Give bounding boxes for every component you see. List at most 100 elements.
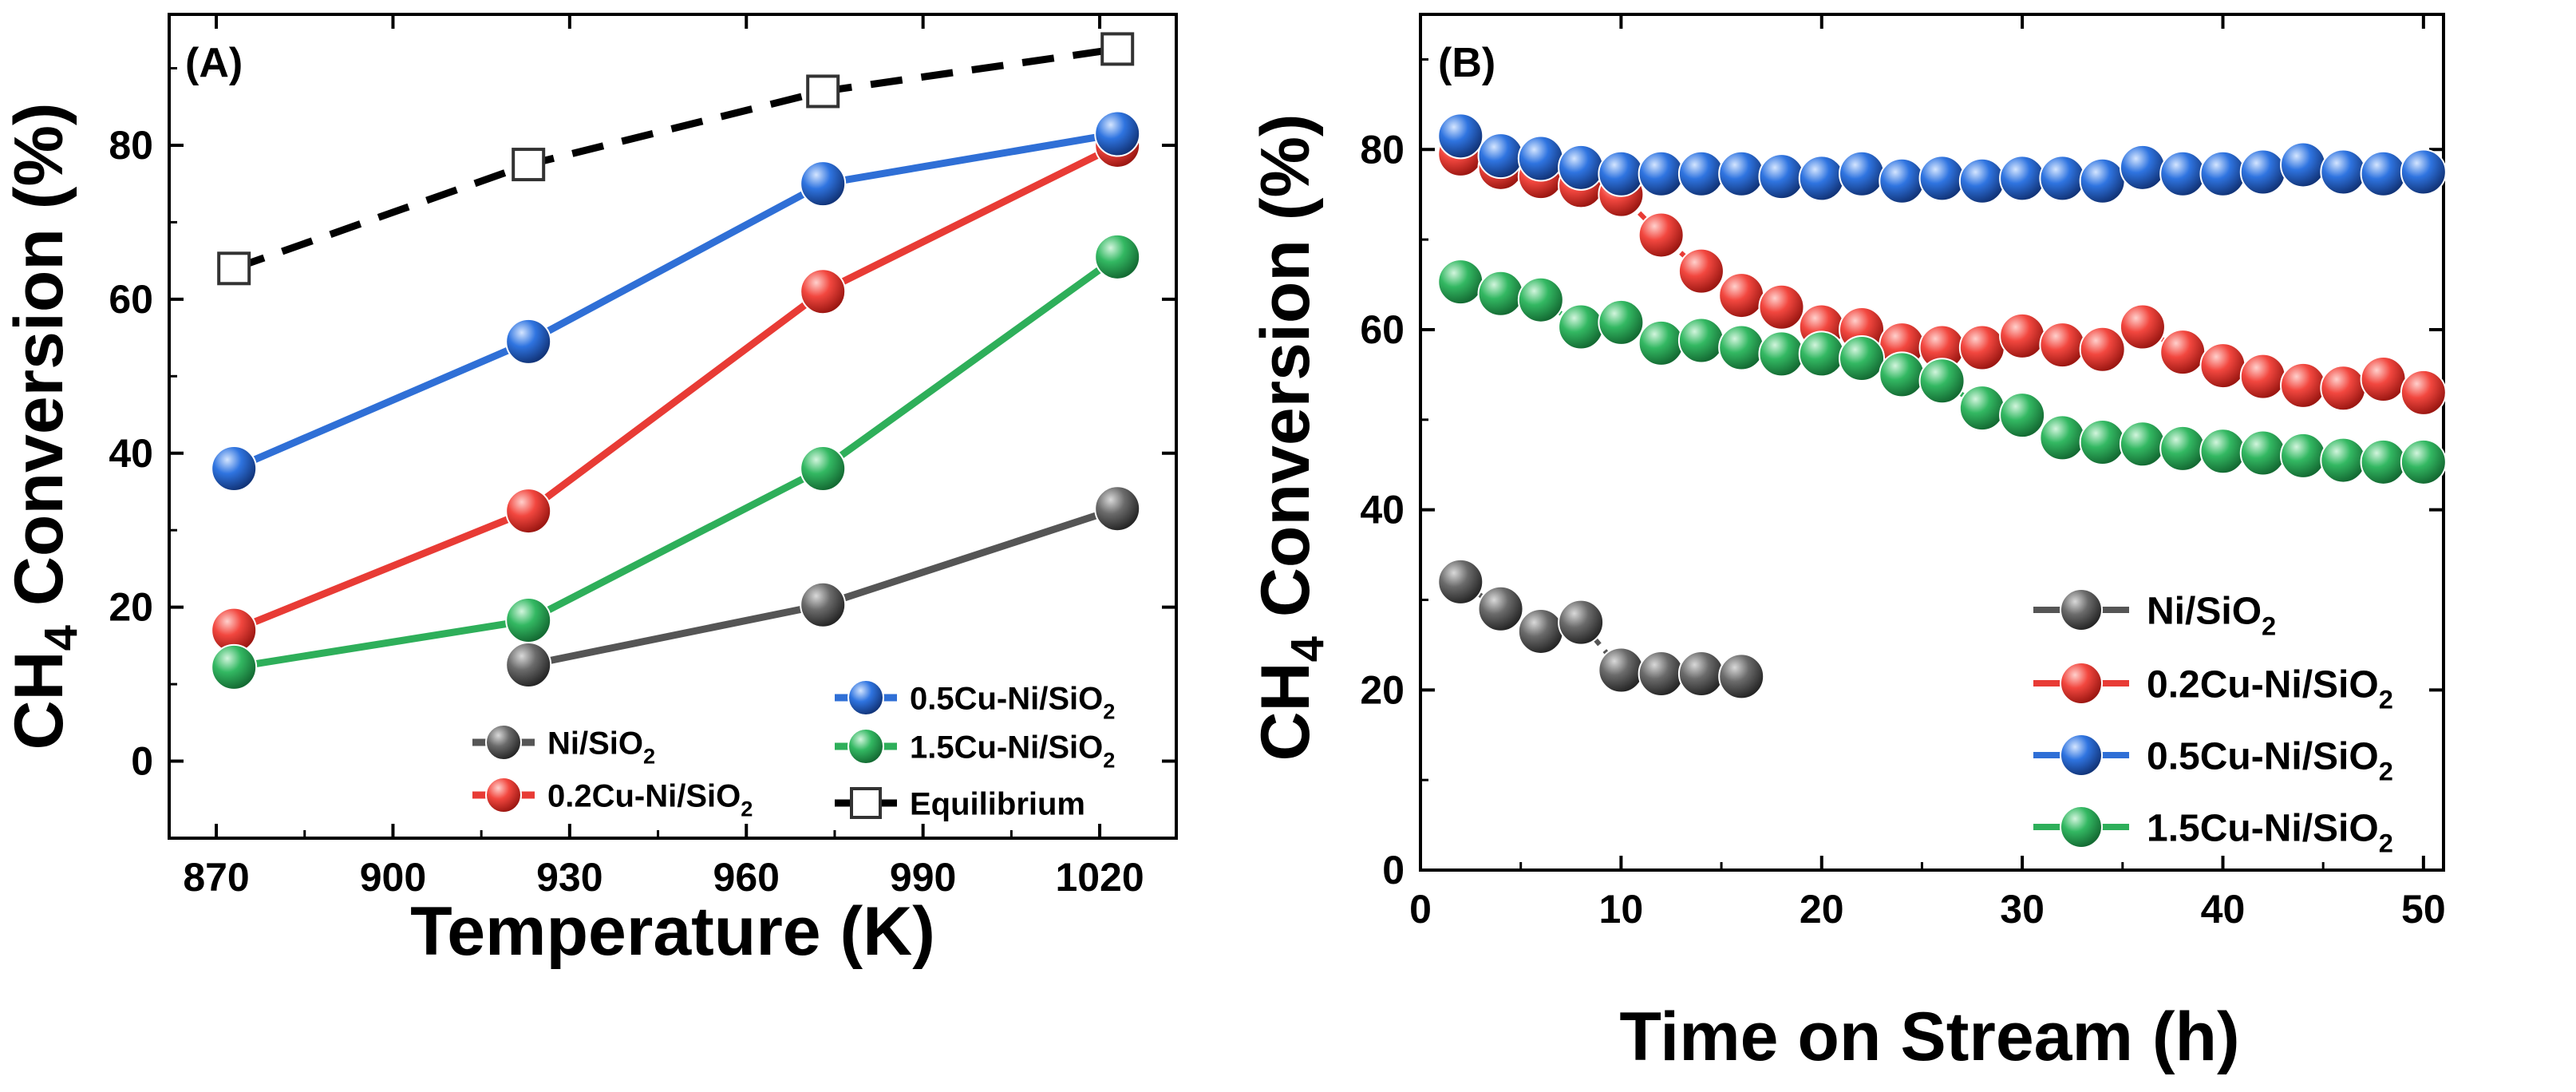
panel-a-legend-marker-cu02 — [485, 777, 522, 813]
panel-b-point-cu02 — [2159, 329, 2207, 376]
panel-b-y-tick-label: 80 — [1360, 127, 1405, 172]
panel-a-y-tick-label: 20 — [109, 585, 153, 630]
panel-b-point-cu15 — [1718, 324, 1765, 371]
panel-b-x-tick-label: 20 — [1800, 887, 1844, 932]
panel-b-point-cu02 — [2280, 362, 2327, 409]
panel-a-point-cu15 — [1094, 233, 1141, 280]
panel-b-point-cu05 — [1999, 155, 2046, 202]
panel-b-point-cu02 — [1999, 312, 2046, 359]
panel-b-point-cu05 — [1677, 150, 1725, 197]
panel-b-point-ni — [1477, 585, 1524, 632]
panel-b-point-cu15 — [1839, 335, 1886, 382]
panel-a-x-tick-label: 960 — [713, 855, 780, 900]
panel-a-legend-marker-eq — [850, 787, 882, 819]
panel-a-legend-marker-cu05 — [847, 679, 884, 716]
panel-a-label: (A) — [185, 40, 243, 86]
panel-b-point-cu05 — [2039, 155, 2086, 202]
panel-a-x-tick-label: 900 — [360, 855, 426, 900]
panel-b-point-cu02 — [2199, 342, 2246, 390]
panel-b-y-tick-label: 40 — [1360, 488, 1405, 532]
panel-a-point-cu02 — [505, 488, 552, 535]
panel-b-x-tick-label: 40 — [2201, 887, 2246, 932]
panel-b-point-cu15 — [1437, 259, 1484, 306]
panel-b-point-ni — [1437, 558, 1484, 605]
panel-a-legend-label-text: Equilibrium — [910, 786, 1085, 821]
panel-a-y-axis-title: CH4 Conversion (%) — [1, 102, 87, 750]
panel-b-point-cu02 — [2320, 365, 2367, 412]
panel-a-legend-marker-ni — [485, 724, 522, 761]
panel-a-legend-marker-cu15 — [847, 728, 884, 765]
panel-b-point-cu02 — [2039, 322, 2086, 369]
panel-a-legend-label-eq: Equilibrium — [910, 786, 1085, 821]
panel-a-point-cu05 — [1094, 110, 1141, 157]
panel-b-point-cu05 — [1477, 133, 1524, 180]
panel-b-point-cu15 — [2119, 421, 2166, 468]
panel-b-point-cu15 — [1918, 358, 1966, 405]
panel-a-series-line-cu05 — [232, 130, 1118, 473]
panel-b-series — [1437, 113, 2447, 700]
panel-b-point-cu15 — [2199, 428, 2246, 475]
panel-b-point-cu15 — [2320, 437, 2367, 484]
panel-a-point-ni — [800, 581, 847, 628]
panel-a-legend-label-ni: Ni/SiO2 — [547, 726, 655, 768]
panel-b-point-cu15 — [1677, 317, 1725, 364]
panel-a-series — [211, 32, 1141, 690]
panel-b-point-cu05 — [2079, 157, 2126, 204]
panel-a-point-eq — [512, 148, 546, 182]
panel-b-point-cu05 — [1598, 150, 1645, 197]
panel-b-legend-label-text: 1.5Cu-Ni/SiO — [2147, 807, 2379, 849]
panel-b-point-cu15 — [2079, 419, 2126, 465]
panel-a-legend-label-cu05: 0.5Cu-Ni/SiO2 — [910, 681, 1115, 723]
panel-b-point-cu15 — [1517, 276, 1564, 323]
panel-b-point-ni — [1677, 651, 1725, 698]
panel-a-legend-label-text: Ni/SiO — [547, 726, 643, 761]
panel-b-point-cu15 — [1598, 299, 1645, 346]
panel-b-point-cu05 — [2280, 141, 2327, 188]
panel-b-point-cu02 — [2400, 369, 2447, 416]
panel-a-point-cu15 — [800, 445, 847, 493]
panel-b-point-cu05 — [1517, 135, 1564, 182]
panel-a-y-tick-label: 80 — [109, 123, 153, 168]
panel-b-legend-marker-ni — [2060, 588, 2103, 631]
panel-a-axes: 870 900 930 960 990 1020 0 20 40 60 80 — [109, 14, 1176, 900]
panel-b-x-tick-label: 30 — [2000, 887, 2045, 932]
panel-b-point-cu02 — [2119, 303, 2166, 350]
panel-b-point-cu05 — [2159, 150, 2207, 197]
panel-a-y-tick-label: 0 — [131, 739, 153, 784]
panel-b-point-cu15 — [1879, 351, 1926, 398]
panel-a-point-ni — [1094, 485, 1141, 532]
panel-b-x-tick-label: 10 — [1599, 887, 1644, 932]
panel-a-series-line-cu15 — [233, 254, 1120, 671]
panel-b-frame — [1419, 13, 2445, 872]
panel-b-point-cu05 — [1798, 155, 1845, 202]
panel-b-legend-label-ni: Ni/SiO2 — [2147, 590, 2276, 640]
panel-b-point-ni — [1517, 607, 1564, 655]
panel-b-point-cu05 — [1638, 150, 1685, 197]
panel-b-point-cu05 — [1918, 155, 1966, 202]
panel-b-point-cu02 — [2360, 356, 2407, 403]
panel-a-legend-label-text: 1.5Cu-Ni/SiO — [910, 730, 1103, 765]
panel-b-point-cu05 — [1718, 150, 1765, 197]
panel-b-legend-label-subscript: 2 — [2262, 611, 2276, 641]
panel-a-point-cu05 — [505, 318, 552, 365]
panel-b-point-cu15 — [2239, 429, 2286, 477]
panel-a-point-cu02 — [800, 268, 847, 315]
panel-b-point-cu05 — [2360, 150, 2407, 197]
panel-a-point-eq — [217, 251, 251, 286]
panel-b-point-cu15 — [2400, 438, 2447, 485]
panel-b-point-cu02 — [2239, 353, 2286, 400]
panel-b-legend-marker-cu05 — [2060, 734, 2103, 777]
panel-a-legend: 0.5Cu-Ni/SiO21.5Cu-Ni/SiO2Ni/SiO20.2Cu-N… — [472, 679, 1115, 821]
panel-b-legend-label-text: 0.5Cu-Ni/SiO — [2147, 735, 2379, 777]
panel-b-point-cu15 — [1999, 392, 2046, 439]
panel-b-point-cu05 — [1958, 157, 2005, 204]
panel-b-point-cu02 — [1958, 324, 2005, 371]
panel-a-frame — [168, 13, 1178, 840]
panel-b-y-tick-label: 0 — [1382, 848, 1405, 892]
panel-a-legend-label-text: 0.2Cu-Ni/SiO — [547, 778, 741, 813]
panel-b-point-cu05 — [1558, 144, 1605, 191]
panel-b-x-tick-label: 0 — [1409, 887, 1432, 932]
panel-b-point-cu05 — [2320, 148, 2367, 196]
panel-b-legend: Ni/SiO20.2Cu-Ni/SiO20.5Cu-Ni/SiO21.5Cu-N… — [2033, 588, 2393, 858]
